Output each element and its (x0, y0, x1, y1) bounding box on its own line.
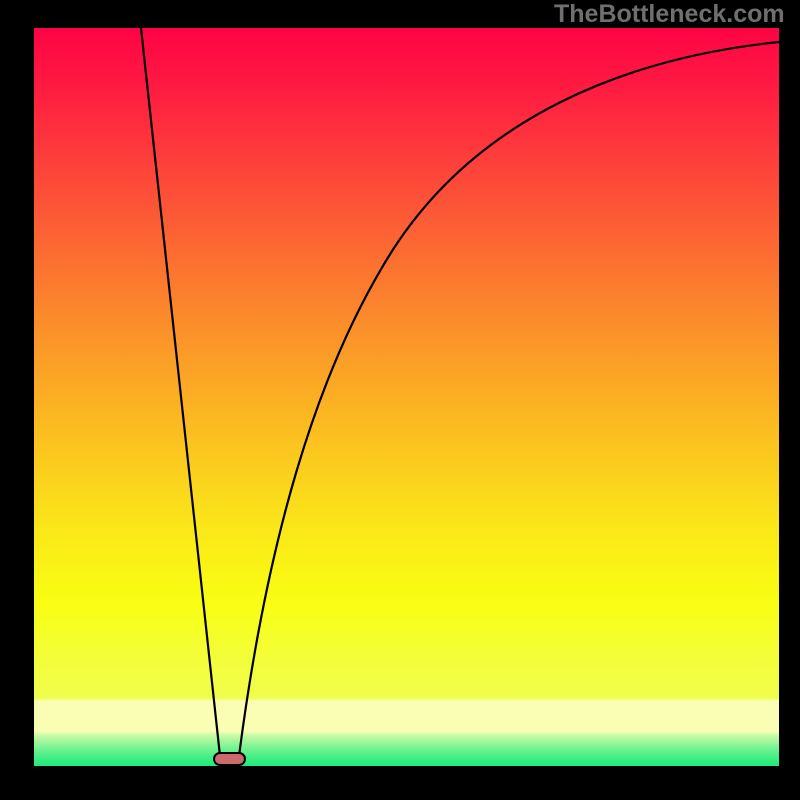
watermark-text: TheBottleneck.com (554, 0, 785, 29)
minimum-marker (214, 753, 245, 765)
plot-area (34, 28, 779, 766)
chart-container: TheBottleneck.com (0, 0, 800, 800)
gradient-background (34, 28, 779, 766)
